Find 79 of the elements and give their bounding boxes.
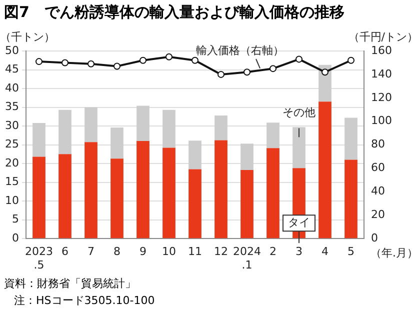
text: 資料：財務省「貿易統計」 — [4, 276, 137, 292]
x-tick-label: 4 — [322, 245, 328, 258]
point — [244, 68, 250, 76]
y-tick-label: 45 — [4, 62, 19, 76]
bar — [188, 140, 202, 170]
point — [88, 60, 94, 68]
bar — [110, 158, 124, 238]
y2-tick-label: 80 — [371, 138, 385, 151]
bar — [110, 128, 124, 159]
bar — [84, 142, 98, 238]
bar — [84, 107, 98, 142]
point — [35, 58, 42, 66]
x-tick-label: 2 — [270, 245, 276, 258]
point — [218, 70, 224, 78]
bar — [344, 160, 358, 238]
y-tick-label: 50 — [4, 44, 19, 57]
y2-tick-label: 160 — [371, 44, 392, 57]
y2-tick-label: 60 — [371, 161, 385, 174]
text: 注：HSコード3505.10-100 — [13, 293, 156, 309]
bar — [344, 118, 358, 160]
x-axis-title: （年.月） — [370, 246, 418, 260]
y-axis-title: （千トン） — [0, 30, 55, 44]
x-tick-label: 12 — [214, 245, 228, 258]
y2-tick-label: 120 — [371, 90, 392, 104]
y-tick-label: 15 — [4, 175, 19, 188]
bar — [58, 110, 72, 154]
bar — [240, 144, 254, 170]
y2-tick-label: 140 — [371, 67, 392, 80]
y-tick-label: 5 — [12, 212, 19, 226]
y2-tick-label: 100 — [371, 114, 392, 128]
bar — [266, 148, 280, 238]
x-tick-label: 6 — [61, 245, 68, 258]
bar — [58, 154, 72, 238]
x-tick-label: 2023 .5 — [24, 245, 53, 272]
point — [192, 56, 198, 64]
bar — [162, 148, 176, 238]
y-tick-label: 0 — [12, 231, 19, 244]
point — [296, 56, 302, 63]
chart-title: 図7 でん粉誘導体の輸入量および輸入価格の推移 — [3, 2, 346, 23]
y-tick-label: 20 — [4, 156, 19, 170]
bar — [136, 106, 150, 142]
y2-tick-label: 40 — [371, 184, 385, 198]
series-label: タイ — [288, 216, 310, 229]
bar — [292, 127, 306, 168]
x-tick-label: 10 — [162, 245, 176, 258]
y-tick-label: 40 — [4, 81, 19, 94]
x-tick-label: 5 — [348, 245, 354, 258]
x-tick-label: 11 — [188, 245, 202, 258]
bar — [136, 141, 150, 238]
bar — [240, 170, 254, 238]
point — [140, 56, 146, 64]
point — [114, 62, 120, 70]
bar — [32, 123, 46, 157]
bar — [162, 110, 176, 148]
series-label: 輸入価格（右軸） — [196, 44, 284, 57]
bar — [266, 122, 280, 148]
point — [166, 53, 172, 60]
y2-axis-title: （千円/トン） — [348, 30, 418, 44]
y-tick-label: 35 — [4, 100, 19, 114]
bar — [188, 169, 202, 238]
x-tick-label: 3 — [296, 245, 302, 258]
y-tick-label: 10 — [4, 194, 19, 207]
x-tick-label: 8 — [114, 245, 120, 258]
point — [270, 65, 276, 72]
y2-tick-label: 20 — [371, 208, 385, 222]
point — [322, 68, 328, 76]
bar — [214, 116, 228, 140]
bar — [318, 102, 332, 238]
x-tick-label: 2024 .1 — [233, 245, 261, 272]
x-tick-label: 9 — [140, 245, 146, 258]
bar — [32, 156, 46, 238]
point — [62, 59, 68, 66]
point — [348, 56, 354, 64]
x-tick-label: 7 — [88, 245, 94, 258]
y-tick-label: 25 — [4, 138, 19, 151]
bar — [214, 140, 228, 238]
y-tick-label: 30 — [4, 118, 19, 132]
y2-tick-label: 0 — [371, 231, 378, 244]
series-label: その他 — [282, 106, 316, 120]
